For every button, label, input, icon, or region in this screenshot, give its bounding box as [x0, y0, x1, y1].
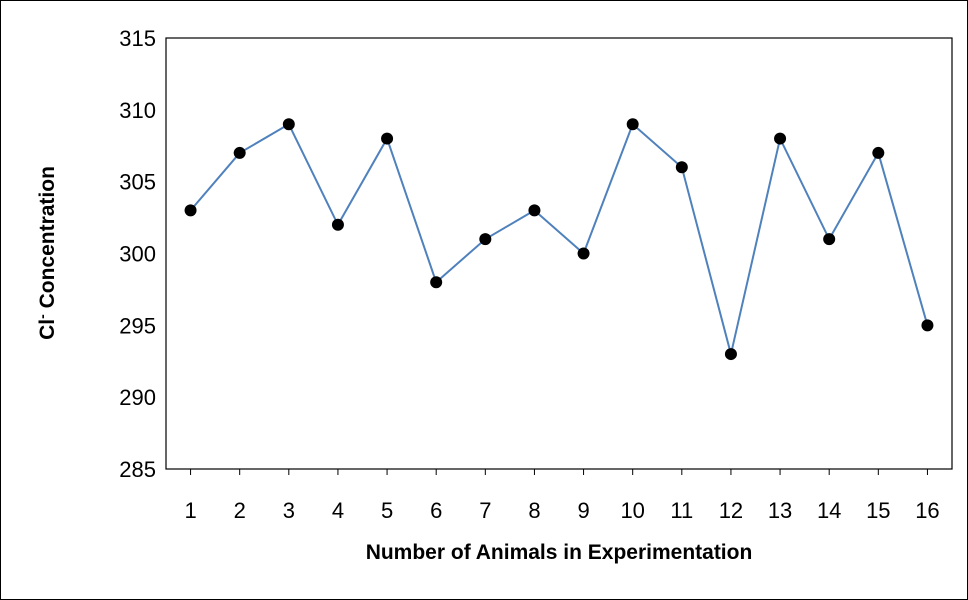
x-tick-label: 14 [817, 498, 841, 523]
x-tick-label: 15 [866, 498, 890, 523]
data-point [921, 319, 934, 332]
data-point [626, 118, 639, 131]
data-point [331, 218, 344, 231]
data-point [675, 161, 688, 174]
x-axis-ticks: 1 2 3 4 5 6 7 8 9 10 11 12 13 14 15 16 [184, 469, 940, 523]
y-axis-ticks: 285 290 295 300 305 310 315 [119, 26, 156, 482]
y-tick-label: 295 [119, 313, 156, 338]
data-point [381, 132, 394, 145]
x-tick-label: 2 [234, 498, 246, 523]
y-tick-label: 290 [119, 385, 156, 410]
x-tick-label: 3 [283, 498, 295, 523]
x-tick-label: 13 [768, 498, 792, 523]
data-point [577, 247, 590, 260]
x-tick-label: 4 [332, 498, 344, 523]
y-tick-label: 310 [119, 98, 156, 123]
x-tick-label: 10 [620, 498, 644, 523]
y-axis-title: Cl- Concentration [34, 166, 59, 340]
x-tick-label: 1 [184, 498, 196, 523]
data-point [872, 146, 885, 159]
x-tick-label: 16 [915, 498, 939, 523]
x-tick-label: 11 [670, 498, 693, 523]
x-tick-label: 7 [479, 498, 491, 523]
y-axis-title-rest: Concentration [36, 166, 59, 314]
y-axis-title-sup: - [34, 314, 50, 319]
plot-area [165, 37, 953, 470]
data-point [528, 204, 541, 217]
data-point [479, 233, 492, 246]
series-group [184, 118, 934, 361]
y-tick-label: 315 [119, 26, 156, 51]
y-tick-label: 285 [119, 457, 156, 482]
x-tick-label: 12 [719, 498, 743, 523]
x-tick-label: 9 [577, 498, 589, 523]
y-tick-label: 305 [119, 170, 156, 195]
data-point [724, 348, 737, 361]
data-point [233, 146, 246, 159]
data-point [184, 204, 197, 217]
data-point [430, 276, 443, 289]
y-axis-title-main: Cl [36, 319, 59, 340]
x-tick-label: 6 [430, 498, 442, 523]
data-point [774, 132, 787, 145]
y-tick-label: 300 [119, 242, 156, 267]
data-point [282, 118, 295, 131]
data-point [823, 233, 836, 246]
x-tick-label: 5 [381, 498, 393, 523]
series-line [189, 122, 929, 355]
x-tick-label: 8 [528, 498, 540, 523]
x-axis-title: Number of Animals in Experimentation [366, 541, 753, 564]
